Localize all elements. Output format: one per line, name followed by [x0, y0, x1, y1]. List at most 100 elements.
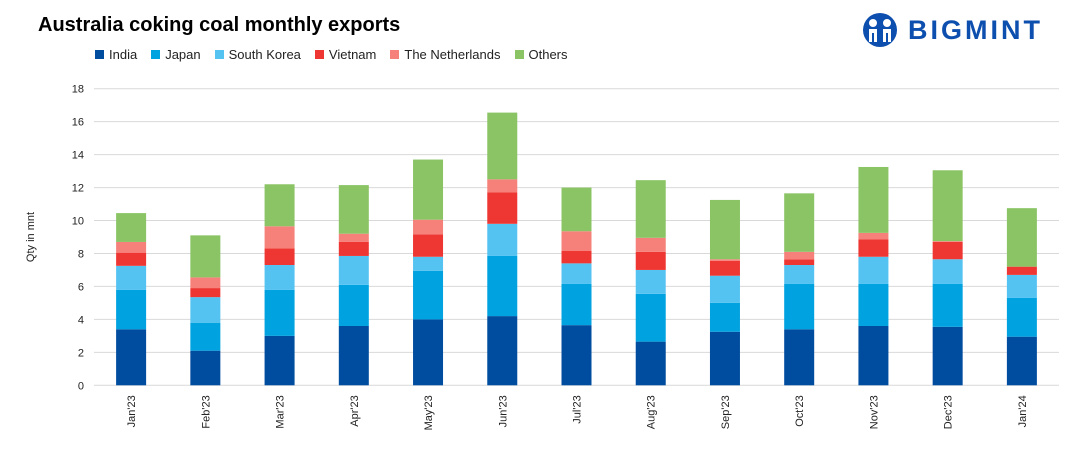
x-tick-label: Oct'23 — [794, 395, 806, 426]
bigmint-logo: BIGMINT — [862, 12, 1043, 48]
bar-segment-others — [190, 235, 221, 278]
legend-item: South Korea — [214, 47, 301, 62]
bar-segment-the-netherlands — [116, 241, 147, 253]
bar-segment-vietnam — [487, 192, 518, 224]
bar-segment-the-netherlands — [932, 241, 963, 242]
bar-segment-others — [413, 159, 444, 220]
bar-segment-south-korea — [264, 265, 295, 290]
y-tick-label: 4 — [78, 314, 84, 326]
legend-swatch — [314, 50, 324, 59]
bar-segment-the-netherlands — [413, 219, 444, 235]
x-tick-label: Aug'23 — [646, 395, 658, 429]
bar-segment-india — [487, 316, 518, 386]
bar-segment-india — [932, 326, 963, 386]
bar-segment-the-netherlands — [338, 233, 369, 242]
legend-item: India — [95, 47, 137, 62]
bar-segment-others — [635, 180, 666, 238]
chart-title: Australia coking coal monthly exports — [38, 14, 401, 36]
legend-item: The Netherlands — [390, 47, 501, 62]
bar-segment-japan — [1006, 297, 1037, 337]
y-tick-label: 14 — [72, 150, 84, 162]
y-tick-label: 6 — [78, 281, 84, 293]
legend-swatch — [214, 50, 224, 59]
y-tick-label: 8 — [78, 248, 84, 260]
bar-segment-the-netherlands — [561, 231, 592, 252]
bar-segment-vietnam — [858, 239, 889, 257]
bar-segment-south-korea — [932, 259, 963, 284]
bar-segment-the-netherlands — [709, 259, 740, 261]
bar-segment-others — [932, 170, 963, 242]
bar-segment-india — [784, 329, 815, 386]
bar-segment-japan — [413, 270, 444, 320]
bar-segment-south-korea — [338, 255, 369, 285]
bar-segment-vietnam — [116, 252, 147, 266]
bar-segment-vietnam — [709, 260, 740, 276]
bar-segment-the-netherlands — [635, 237, 666, 252]
legend: India Japan South Korea Vietnam The Netherla… — [95, 47, 568, 62]
bigmint-logo-icon — [863, 13, 897, 47]
bar-segment-others — [784, 193, 815, 252]
y-tick-label: 16 — [72, 117, 84, 129]
legend-swatch — [390, 50, 400, 59]
bar-segment-south-korea — [413, 256, 444, 271]
legend-swatch — [151, 50, 161, 59]
bar-segment-south-korea — [784, 265, 815, 284]
bar-segment-india — [338, 325, 369, 386]
bar-segment-south-korea — [635, 269, 666, 294]
y-axis-label: Qty in mnt — [25, 212, 37, 262]
legend-label: Others — [528, 47, 568, 62]
x-tick-label: Dec'23 — [943, 395, 955, 429]
bar-segment-japan — [635, 293, 666, 342]
bar-segment-vietnam — [784, 259, 815, 266]
bar-segment-india — [264, 335, 295, 386]
bar-segment-japan — [784, 283, 815, 330]
x-tick-label: Jul'23 — [572, 395, 584, 423]
bar-segment-india — [858, 325, 889, 386]
x-tick-label: Jan'24 — [1017, 395, 1029, 427]
bar-segment-vietnam — [1006, 266, 1037, 275]
bar-segment-vietnam — [413, 234, 444, 257]
bar-segment-india — [190, 350, 221, 386]
bar-segment-others — [561, 187, 592, 232]
bar-segment-the-netherlands — [264, 226, 295, 249]
bar-segment-japan — [338, 284, 369, 326]
bar-segment-the-netherlands — [858, 232, 889, 240]
x-tick-label: Jun'23 — [497, 395, 509, 427]
legend-swatch — [514, 50, 524, 59]
x-tick-label: Apr'23 — [349, 395, 361, 426]
x-tick-label: Mar'23 — [275, 395, 287, 428]
legend-swatch — [95, 50, 104, 59]
bar-segment-japan — [487, 255, 518, 317]
legend-label: India — [109, 47, 138, 62]
legend-label: Vietnam — [328, 47, 377, 62]
bar-segment-japan — [116, 289, 147, 330]
bar-segment-vietnam — [561, 251, 592, 264]
bar-segment-vietnam — [338, 241, 369, 256]
x-tick-label: Jan'23 — [126, 395, 138, 427]
bar-segment-india — [116, 329, 147, 386]
bar-segment-others — [858, 166, 889, 233]
bar-segment-south-korea — [116, 265, 147, 290]
y-tick-label: 0 — [78, 380, 84, 392]
bar-segment-others — [487, 112, 518, 180]
bar-segment-vietnam — [932, 241, 963, 260]
bar-segment-others — [1006, 208, 1037, 267]
bar-segment-south-korea — [487, 223, 518, 256]
bar-segment-south-korea — [190, 297, 221, 323]
bar-segment-japan — [858, 283, 889, 326]
bar-segment-others — [264, 184, 295, 227]
bar-segment-others — [338, 185, 369, 234]
bar-segment-india — [561, 325, 592, 386]
bar-segment-south-korea — [561, 263, 592, 284]
bar-segment-the-netherlands — [190, 277, 221, 289]
legend-item: Others — [514, 47, 568, 62]
bar-segment-japan — [709, 302, 740, 332]
bar-segment-india — [709, 331, 740, 386]
bar-segment-vietnam — [190, 288, 221, 298]
y-tick-label: 12 — [72, 183, 84, 195]
legend-label: Japan — [165, 47, 201, 62]
y-tick-label: 10 — [72, 216, 84, 228]
bar-segment-japan — [264, 289, 295, 336]
